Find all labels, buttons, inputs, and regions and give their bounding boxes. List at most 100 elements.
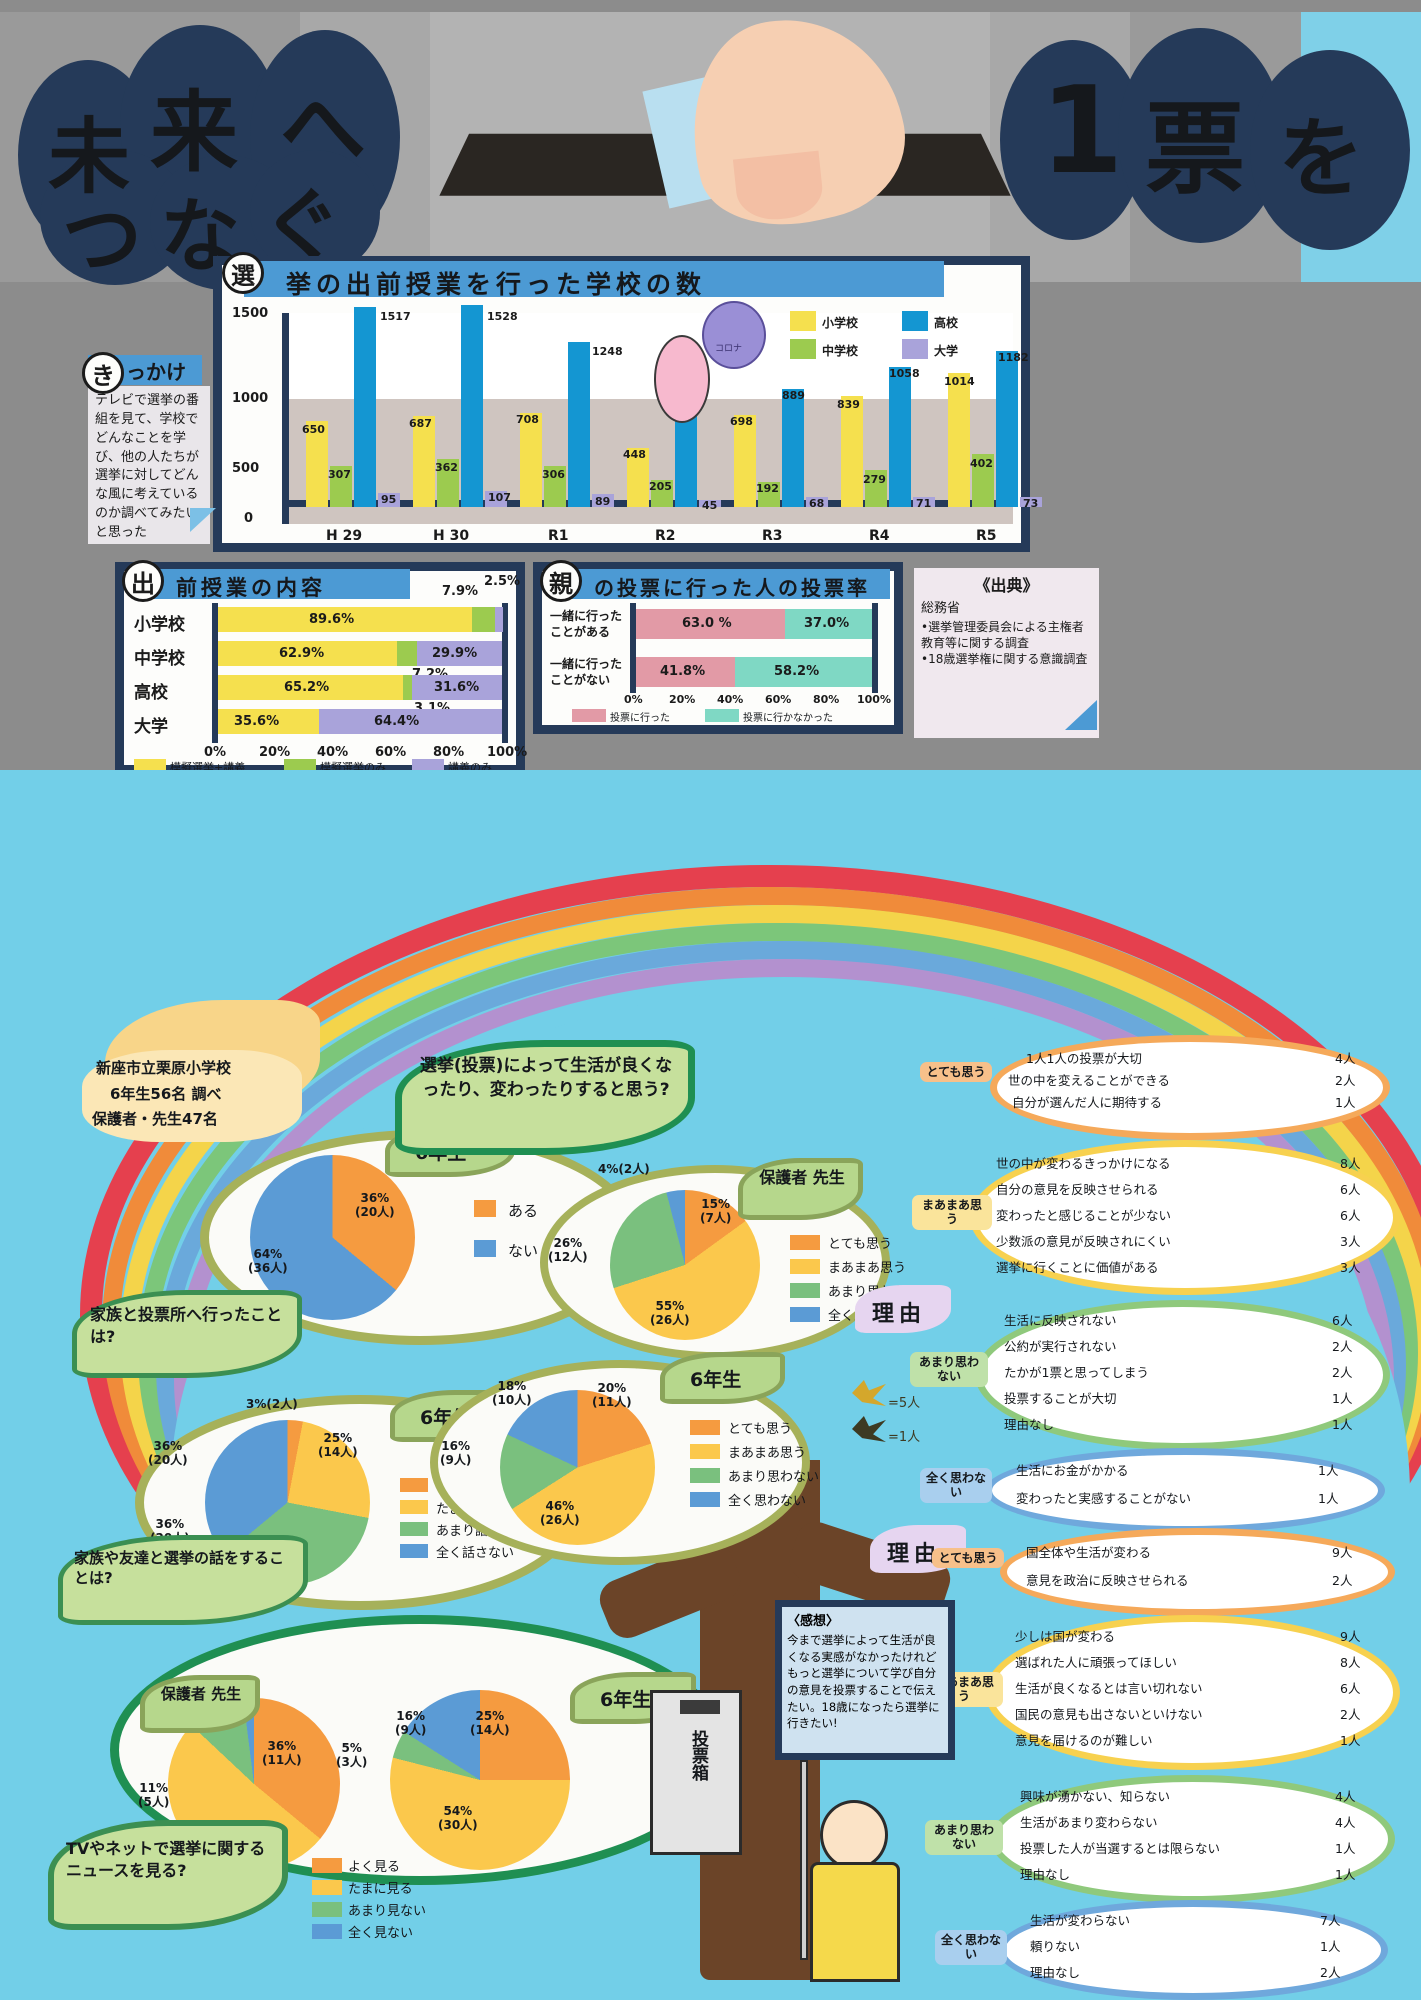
reason-s-some-item-3: 生活が良くなるとは言い切れない [1015, 1681, 1203, 1696]
kikkake-arrow [190, 508, 216, 532]
badge-sen: 選 [222, 252, 264, 294]
pval-row1-went: 63.0 % [682, 616, 732, 631]
sval-uni-c: 64.4% [374, 714, 420, 729]
news-key-label-4: 全く見ない [348, 1926, 414, 1941]
x-tick-h30: H 30 [433, 528, 470, 544]
value-r3-elementary: 698 [730, 415, 753, 428]
lesson-xtick-100: 100% [487, 745, 528, 760]
reason-p-little-count-5: 1人 [1332, 1417, 1353, 1432]
row-label-elementary: 小学校 [134, 615, 185, 635]
girl-flag-pole [800, 1760, 808, 1960]
x-tick-r2: R2 [655, 528, 676, 544]
parent-legend-swatch-not [705, 709, 739, 722]
pie-label-polling-none: 64% (36人) [248, 1247, 288, 1275]
parent-xtick-60: 60% [765, 693, 792, 706]
parent-legend-label-went: 投票に行った [610, 713, 670, 724]
chart-panel-school-visits: 挙の出前授業を行った学校の数 1500 1000 500 0 650 307 1… [213, 256, 1042, 552]
pie-label-news6-never: 16% (9人) [395, 1709, 427, 1737]
source-line-1: 総務省 [921, 601, 961, 617]
group-tag-label-parents-news: 保護者 先生 [160, 1685, 242, 1703]
x-tick-r5: R5 [976, 528, 997, 544]
y-tick-1000: 1000 [232, 391, 269, 406]
question-leaf-news [48, 1820, 288, 1930]
reason-p-little-count-1: 6人 [1332, 1313, 1353, 1328]
value-r5-high: 1182 [998, 351, 1029, 364]
bar-r1-univ [592, 494, 614, 507]
value-h29-high: 1517 [380, 310, 411, 323]
reason-s-never-count-2: 1人 [1320, 1939, 1341, 1954]
group-tag-parents-news [140, 1675, 260, 1733]
legend-label-elementary: 小学校 [822, 316, 859, 330]
reason-p-little-count-4: 1人 [1332, 1391, 1353, 1406]
lesson-xtick-40: 40% [317, 745, 349, 760]
kikkake-note: テレビで選挙の番組を見て、学校でどんなことを学び、他の人たちが選挙に対してどんな… [88, 386, 210, 544]
reason-p-some-count-4: 3人 [1340, 1234, 1361, 1249]
pie-life-change-parents [610, 1190, 760, 1340]
value-r2-junior: 205 [649, 480, 672, 493]
parent-xtick-0: 0% [624, 693, 643, 706]
pbar-row2-not [735, 657, 872, 687]
student-mask-icon [654, 335, 710, 423]
reason-s-some-count-2: 8人 [1340, 1655, 1361, 1670]
bar-r3-elementary [734, 415, 756, 507]
reason-leaf-s-little [990, 1775, 1395, 1903]
sbar-hs-b [403, 675, 412, 700]
chart-panel-lesson-content: 前授業の内容 小学校 中学校 高校 大学 89.6% 7.9% 2.5% 62.… [115, 562, 528, 774]
covid-label: コロナ [715, 344, 743, 354]
reason-s-little-count-2: 4人 [1335, 1815, 1356, 1830]
reason-p-very-count-3: 1人 [1335, 1095, 1356, 1110]
sval-hs-c: 31.6% [434, 680, 480, 695]
sbar-elem-a [218, 607, 472, 632]
bar-r3-junior [758, 482, 780, 507]
pie-label-news6-sometimes: 54% (30人) [438, 1804, 478, 1832]
pie-label-talk-sometimes: 25% (14人) [318, 1431, 358, 1459]
school-line-3: 保護者・先生47名 [92, 1110, 218, 1128]
pie-label-talk-often: 3%(2人) [246, 1397, 298, 1411]
news-key-1 [312, 1858, 342, 1873]
ballot-box-slot [680, 1700, 720, 1714]
news-key-2 [312, 1880, 342, 1895]
reason-s-some-count-4: 2人 [1340, 1707, 1361, 1722]
parent-xtick-100: 100% [857, 693, 891, 706]
source-heading: 《出典》 [974, 576, 1039, 595]
pie-label-lifep-some: 55% (26人) [650, 1299, 690, 1327]
sbar-hs-a [218, 675, 403, 700]
reason-leaf-p-very [990, 1035, 1390, 1140]
lesson-xtick-20: 20% [259, 745, 291, 760]
x-tick-r4: R4 [869, 528, 890, 544]
reason-p-very-item-1: 1人1人の投票が大切 [1026, 1051, 1142, 1066]
x-tick-r1: R1 [548, 528, 569, 544]
chart-title-school-visits: 挙の出前授業を行った学校の数 [286, 270, 707, 299]
life-key-4 [790, 1307, 820, 1322]
reason-p-very-count-2: 2人 [1335, 1073, 1356, 1088]
crane-key-one: =1人 [888, 1430, 921, 1445]
question-leaf-life-change [395, 1040, 695, 1155]
reason-leaf-p-little [975, 1300, 1390, 1450]
parent-legend-swatch-went [572, 709, 606, 722]
title-char-hyou: 票 [1145, 91, 1245, 208]
life-key-label-1: とても思う [828, 1237, 892, 1252]
question-label-life-change: 選挙(投票)によって生活が良くなったり、変わったりすると思う? [419, 1056, 673, 1100]
bar-r5-elementary [948, 373, 970, 507]
bar-r4-univ [913, 497, 935, 507]
talk-key-1 [400, 1478, 428, 1492]
row-label-junior: 中学校 [134, 649, 185, 669]
reason-s-some-item-1: 少しは国が変わる [1015, 1629, 1116, 1644]
life6-key-2 [690, 1444, 720, 1459]
legend-label-high: 高校 [934, 316, 959, 330]
news-key-label-3: あまり見ない [348, 1904, 427, 1919]
pbar-row1-not [785, 609, 872, 639]
group-tag-parents-life [738, 1158, 863, 1220]
reason-p-some-item-1: 世の中が変わるきっかけになる [996, 1156, 1171, 1171]
bar-h29-univ [378, 493, 400, 507]
value-r2-univ: 45 [702, 499, 718, 512]
reason-tag-p-very: とても思う [920, 1062, 992, 1083]
talk-key-label-4: 全く話さない [436, 1546, 515, 1561]
value-h29-elementary: 650 [302, 423, 325, 436]
bar-r1-elementary [520, 413, 542, 507]
lesson-axis-right [502, 603, 508, 743]
legend-swatch-junior [790, 339, 816, 359]
pie-key-nai [474, 1240, 496, 1257]
group-tag-6th-life [660, 1352, 785, 1404]
lesson-xtick-0: 0% [204, 745, 227, 760]
